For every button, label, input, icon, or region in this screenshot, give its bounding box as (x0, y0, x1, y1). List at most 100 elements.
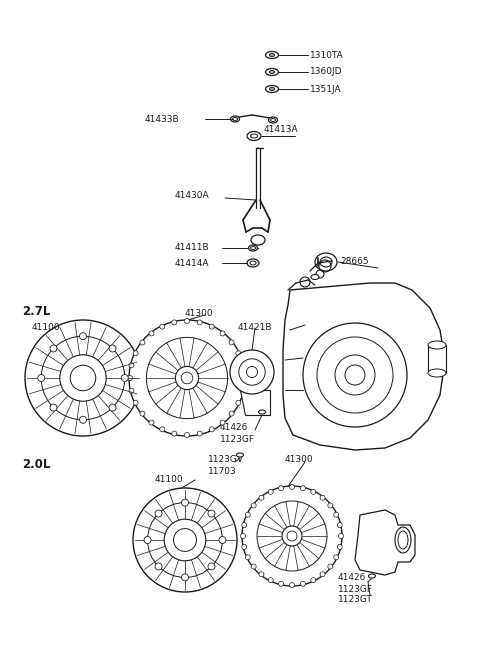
Circle shape (242, 486, 342, 586)
Circle shape (230, 350, 274, 394)
Circle shape (208, 510, 215, 517)
Circle shape (278, 581, 284, 586)
Circle shape (60, 355, 106, 402)
Circle shape (259, 572, 264, 577)
Circle shape (175, 366, 199, 390)
Circle shape (251, 564, 256, 569)
Text: 41300: 41300 (185, 309, 214, 318)
Circle shape (155, 563, 162, 570)
Polygon shape (240, 390, 270, 415)
Circle shape (129, 388, 134, 393)
Ellipse shape (230, 116, 240, 122)
Circle shape (320, 572, 325, 577)
Ellipse shape (428, 369, 446, 377)
Ellipse shape (265, 52, 278, 58)
Circle shape (328, 503, 333, 508)
FancyBboxPatch shape (428, 345, 446, 373)
Text: 41413A: 41413A (264, 126, 299, 134)
Circle shape (50, 404, 57, 411)
Circle shape (209, 324, 214, 329)
Circle shape (164, 519, 206, 561)
Circle shape (245, 555, 251, 560)
Circle shape (181, 499, 189, 506)
Ellipse shape (268, 117, 277, 123)
Circle shape (129, 363, 134, 368)
Circle shape (337, 523, 342, 527)
Ellipse shape (265, 86, 278, 92)
Ellipse shape (269, 88, 275, 90)
Circle shape (229, 411, 234, 416)
Circle shape (133, 488, 237, 592)
Circle shape (38, 375, 45, 381)
Circle shape (80, 333, 86, 340)
Polygon shape (355, 510, 415, 575)
Circle shape (300, 581, 305, 586)
Text: 41100: 41100 (155, 474, 184, 483)
Circle shape (149, 331, 154, 336)
Text: 1123GF: 1123GF (220, 436, 255, 445)
Text: 41426: 41426 (338, 574, 366, 582)
Circle shape (241, 375, 247, 381)
Ellipse shape (247, 132, 261, 141)
Circle shape (278, 486, 284, 491)
Text: 41430A: 41430A (175, 191, 210, 200)
Circle shape (289, 582, 295, 588)
Circle shape (311, 578, 316, 583)
Text: 41433B: 41433B (145, 115, 180, 124)
Circle shape (172, 320, 177, 325)
Circle shape (128, 375, 132, 381)
Circle shape (209, 427, 214, 432)
Circle shape (109, 404, 116, 411)
Circle shape (251, 503, 256, 508)
Circle shape (289, 485, 295, 489)
Circle shape (242, 523, 247, 527)
Circle shape (259, 495, 264, 500)
Polygon shape (256, 148, 260, 208)
Circle shape (219, 536, 226, 544)
Text: 1360JD: 1360JD (310, 67, 343, 77)
Ellipse shape (265, 69, 278, 75)
Text: 1310TA: 1310TA (310, 50, 344, 60)
Circle shape (303, 323, 407, 427)
Circle shape (320, 495, 325, 500)
Circle shape (240, 388, 245, 393)
Circle shape (240, 534, 245, 538)
Ellipse shape (428, 341, 446, 349)
Text: 11703: 11703 (208, 466, 237, 476)
Circle shape (184, 432, 190, 438)
Ellipse shape (269, 54, 275, 56)
Ellipse shape (249, 245, 257, 251)
Text: 41100: 41100 (32, 322, 60, 331)
Text: 1123GF: 1123GF (338, 584, 373, 593)
Circle shape (80, 417, 86, 423)
Text: 41426: 41426 (220, 424, 248, 432)
Circle shape (334, 512, 339, 517)
Circle shape (160, 324, 165, 329)
Circle shape (335, 355, 375, 395)
Circle shape (242, 544, 247, 550)
Text: 41421B: 41421B (238, 322, 273, 331)
Circle shape (247, 367, 257, 377)
Circle shape (300, 486, 305, 491)
Ellipse shape (315, 253, 337, 271)
Circle shape (121, 375, 128, 381)
Circle shape (338, 534, 344, 538)
Text: 2.0L: 2.0L (22, 458, 50, 471)
Circle shape (236, 400, 241, 405)
Circle shape (245, 512, 251, 517)
Circle shape (328, 564, 333, 569)
Text: 1123GV: 1123GV (208, 455, 244, 464)
Circle shape (25, 320, 141, 436)
Circle shape (155, 510, 162, 517)
Circle shape (140, 340, 145, 345)
Circle shape (220, 331, 225, 336)
Text: 2.7L: 2.7L (22, 305, 50, 318)
Circle shape (160, 427, 165, 432)
Circle shape (50, 345, 57, 352)
Ellipse shape (269, 71, 275, 73)
Circle shape (311, 489, 316, 495)
Circle shape (149, 420, 154, 425)
Text: 41411B: 41411B (175, 244, 210, 252)
Ellipse shape (369, 574, 375, 578)
Circle shape (334, 555, 339, 560)
